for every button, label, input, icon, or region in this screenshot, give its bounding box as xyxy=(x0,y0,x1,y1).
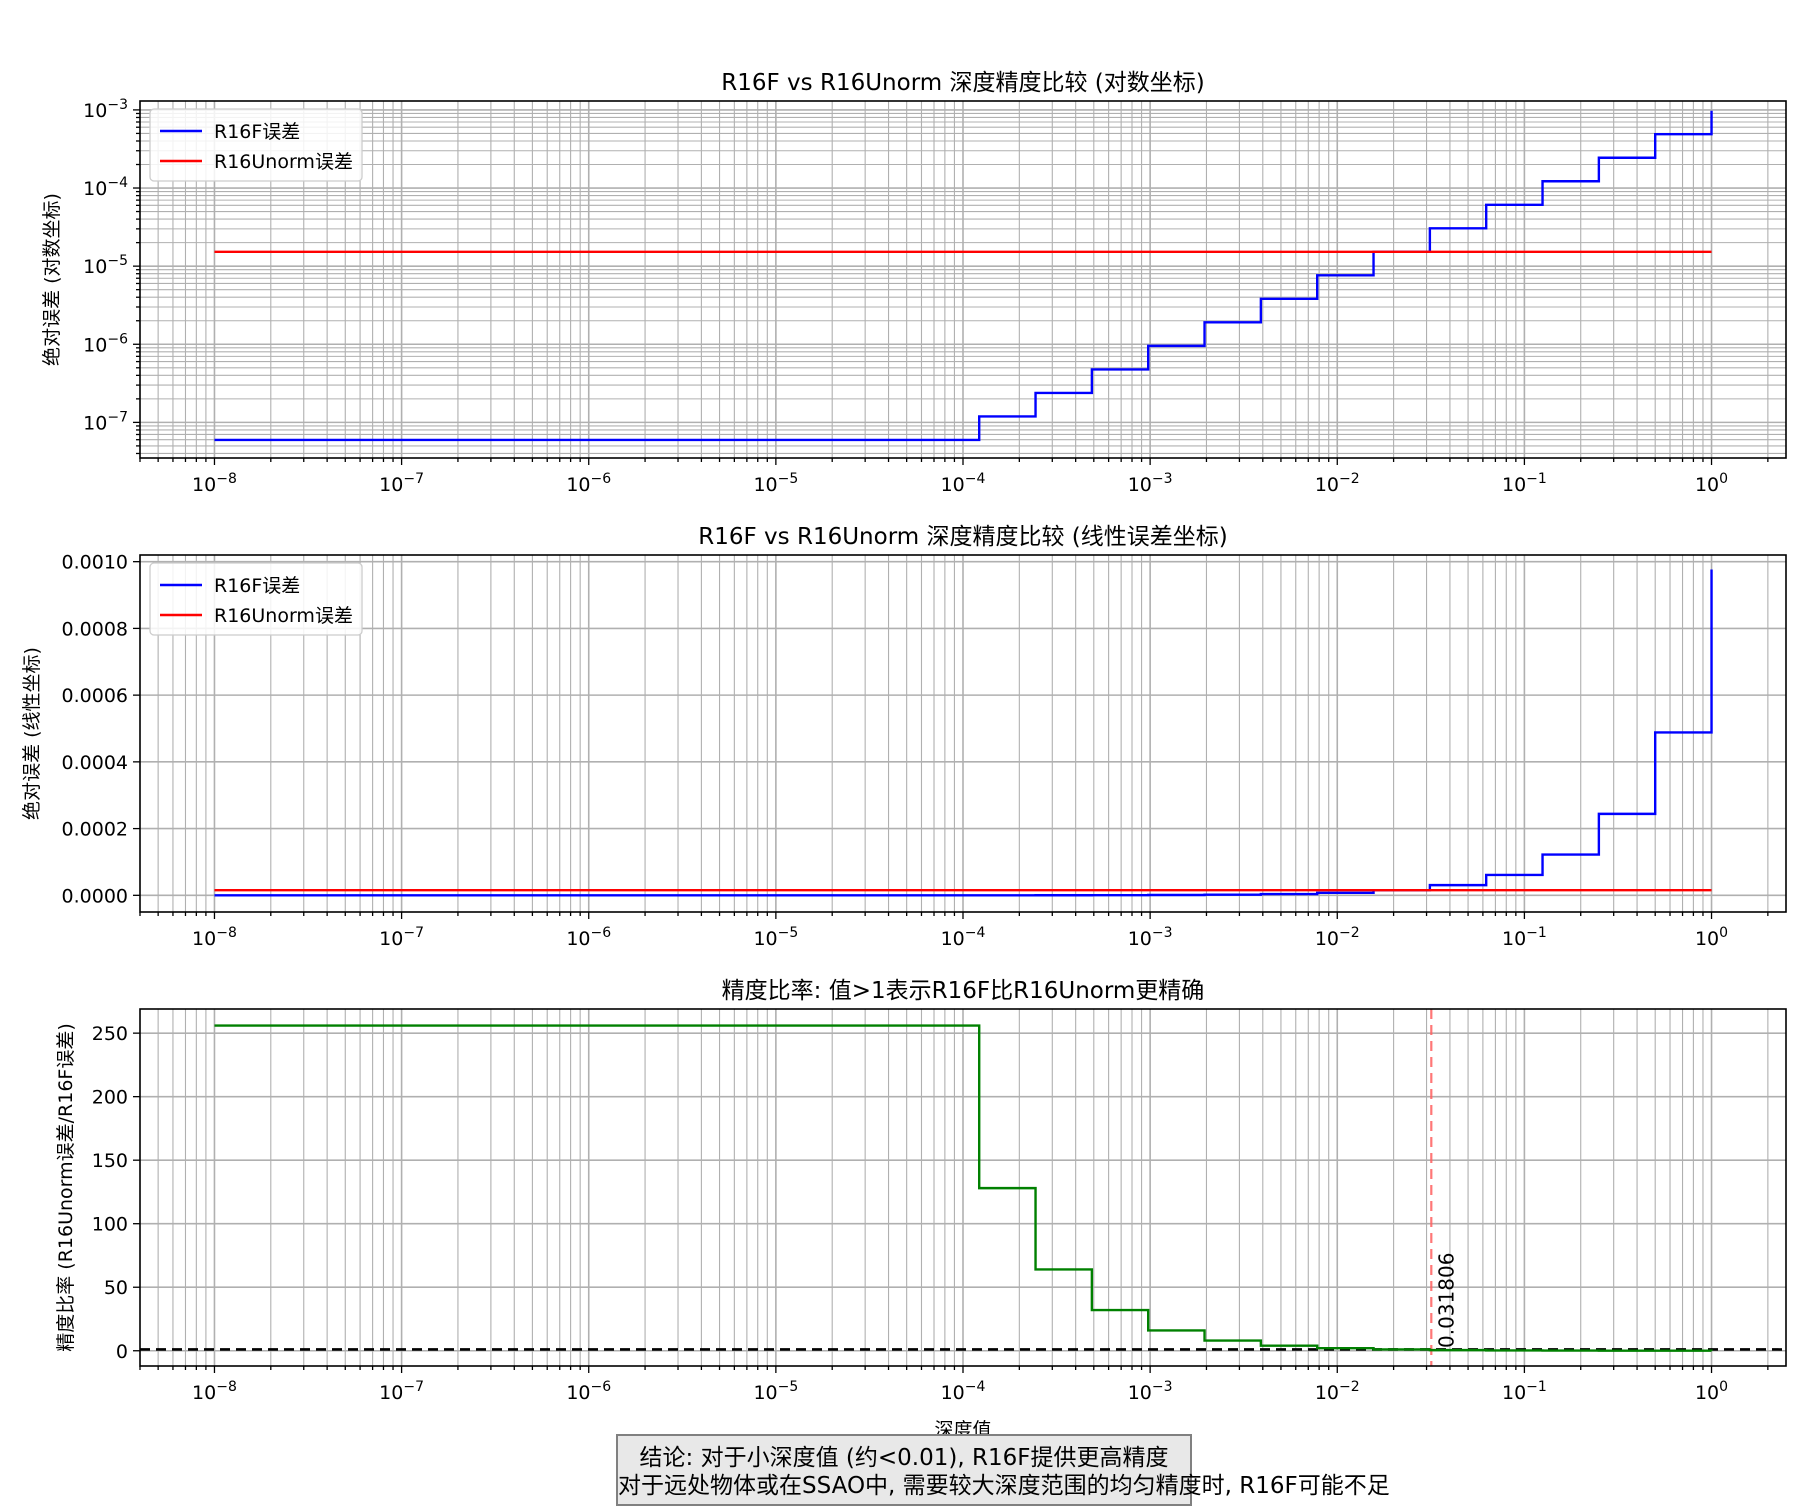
y-tick-label: 0.0000 xyxy=(62,885,128,907)
x-tick-label: 10−5 xyxy=(753,925,798,950)
chart-title: 精度比率: 值>1表示R16F比R16Unorm更精确 xyxy=(722,978,1205,1004)
log-error-chart: 10−8 10−7 10−6 10−5 10−4 10−3 10−2 10−1 100 10−7 1… xyxy=(41,70,1787,496)
plot-area xyxy=(140,1009,1786,1366)
y-tick-label: 0.0004 xyxy=(62,752,128,774)
legend-label: R16F误差 xyxy=(214,121,300,143)
series-line-0 xyxy=(214,1024,1713,1352)
x-tick-label: 10−7 xyxy=(379,1379,424,1404)
legend-label: R16Unorm误差 xyxy=(214,151,353,173)
x-tick-label: 10−6 xyxy=(566,471,611,496)
y-axis-label: 绝对误差 (线性坐标) xyxy=(21,647,43,820)
x-tick-label: 10−6 xyxy=(566,925,611,950)
y-axis-label: 绝对误差 (对数坐标) xyxy=(41,193,63,366)
y-tick-label: 0.0010 xyxy=(62,552,128,574)
legend-label: R16Unorm误差 xyxy=(214,605,353,627)
x-tick-label: 10−7 xyxy=(379,471,424,496)
x-tick-label: 10−8 xyxy=(192,471,237,496)
series-line-0 xyxy=(214,569,1713,897)
conclusion-line-1: 结论: 对于小深度值 (约<0.01), R16F提供更高精度 xyxy=(639,1445,1169,1471)
grid xyxy=(140,1009,1786,1366)
precision-ratio-chart: 0.031806 10−8 10−7 10−6 10−5 10−4 10−3 10−2 10−1… xyxy=(55,978,1787,1441)
crossover-label: 0.031806 xyxy=(1434,1253,1458,1348)
x-tick-label: 10−3 xyxy=(1128,1379,1173,1404)
y-tick-label: 10−5 xyxy=(83,253,128,278)
x-tick-label: 10−5 xyxy=(753,471,798,496)
y-tick-label: 0.0006 xyxy=(62,685,128,707)
x-tick-label: 10−4 xyxy=(941,1379,986,1404)
x-tick-label: 10−7 xyxy=(379,925,424,950)
x-tick-label: 10−5 xyxy=(753,1379,798,1404)
y-tick-label: 50 xyxy=(104,1277,128,1299)
x-tick-label: 10−3 xyxy=(1128,925,1173,950)
x-tick-label: 10−2 xyxy=(1315,925,1360,950)
x-tick-label: 100 xyxy=(1695,1379,1728,1404)
conclusion-line-2: 对于远处物体或在SSAO中, 需要较大深度范围的均匀精度时, R16F可能不足 xyxy=(618,1473,1390,1499)
x-tick-label: 100 xyxy=(1695,925,1728,950)
x-tick-label: 10−3 xyxy=(1128,471,1173,496)
x-tick-label: 10−2 xyxy=(1315,471,1360,496)
linear-error-chart: 10−8 10−7 10−6 10−5 10−4 10−3 10−2 10−1 100 0.000… xyxy=(21,524,1787,950)
y-tick-label: 100 xyxy=(92,1214,128,1236)
conclusion-box: 结论: 对于小深度值 (约<0.01), R16F提供更高精度 对于远处物体或在… xyxy=(616,1434,1390,1506)
x-tick-label: 10−4 xyxy=(941,471,986,496)
y-tick-label: 10−3 xyxy=(83,97,128,122)
x-tick-label: 10−1 xyxy=(1502,471,1547,496)
y-tick-label: 150 xyxy=(92,1150,128,1172)
y-tick-label: 0.0008 xyxy=(62,618,128,640)
x-tick-label: 10−1 xyxy=(1502,1379,1547,1404)
y-tick-label: 250 xyxy=(92,1023,128,1045)
x-tick-label: 10−4 xyxy=(941,925,986,950)
y-tick-label: 0.0002 xyxy=(62,819,128,841)
x-tick-label: 10−1 xyxy=(1502,925,1547,950)
chart-title: R16F vs R16Unorm 深度精度比较 (对数坐标) xyxy=(721,70,1204,96)
y-axis-label: 精度比率 (R16Unorm误差/R16F误差) xyxy=(55,1023,77,1352)
series-line-0 xyxy=(214,110,1713,442)
y-tick-label: 10−4 xyxy=(83,175,128,200)
grid xyxy=(140,101,1786,458)
legend-box xyxy=(149,108,363,182)
chart-title: R16F vs R16Unorm 深度精度比较 (线性误差坐标) xyxy=(698,524,1227,550)
y-tick-label: 200 xyxy=(92,1087,128,1109)
y-tick-label: 10−6 xyxy=(83,331,128,356)
x-tick-label: 10−2 xyxy=(1315,1379,1360,1404)
y-tick-label: 10−7 xyxy=(83,409,128,434)
grid xyxy=(140,555,1786,912)
plot-area xyxy=(214,110,1713,442)
x-tick-label: 10−8 xyxy=(192,925,237,950)
y-tick-label: 0 xyxy=(116,1341,128,1363)
legend-box xyxy=(149,562,363,636)
x-tick-label: 100 xyxy=(1695,471,1728,496)
x-tick-label: 10−8 xyxy=(192,1379,237,1404)
legend-label: R16F误差 xyxy=(214,575,300,597)
x-tick-label: 10−6 xyxy=(566,1379,611,1404)
plot-area xyxy=(214,569,1713,897)
